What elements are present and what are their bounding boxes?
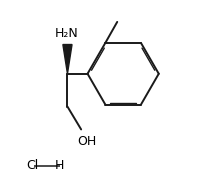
- Text: H₂N: H₂N: [55, 27, 78, 40]
- Text: Cl: Cl: [26, 160, 39, 172]
- Polygon shape: [63, 45, 72, 74]
- Text: H: H: [54, 160, 64, 172]
- Text: OH: OH: [77, 135, 97, 148]
